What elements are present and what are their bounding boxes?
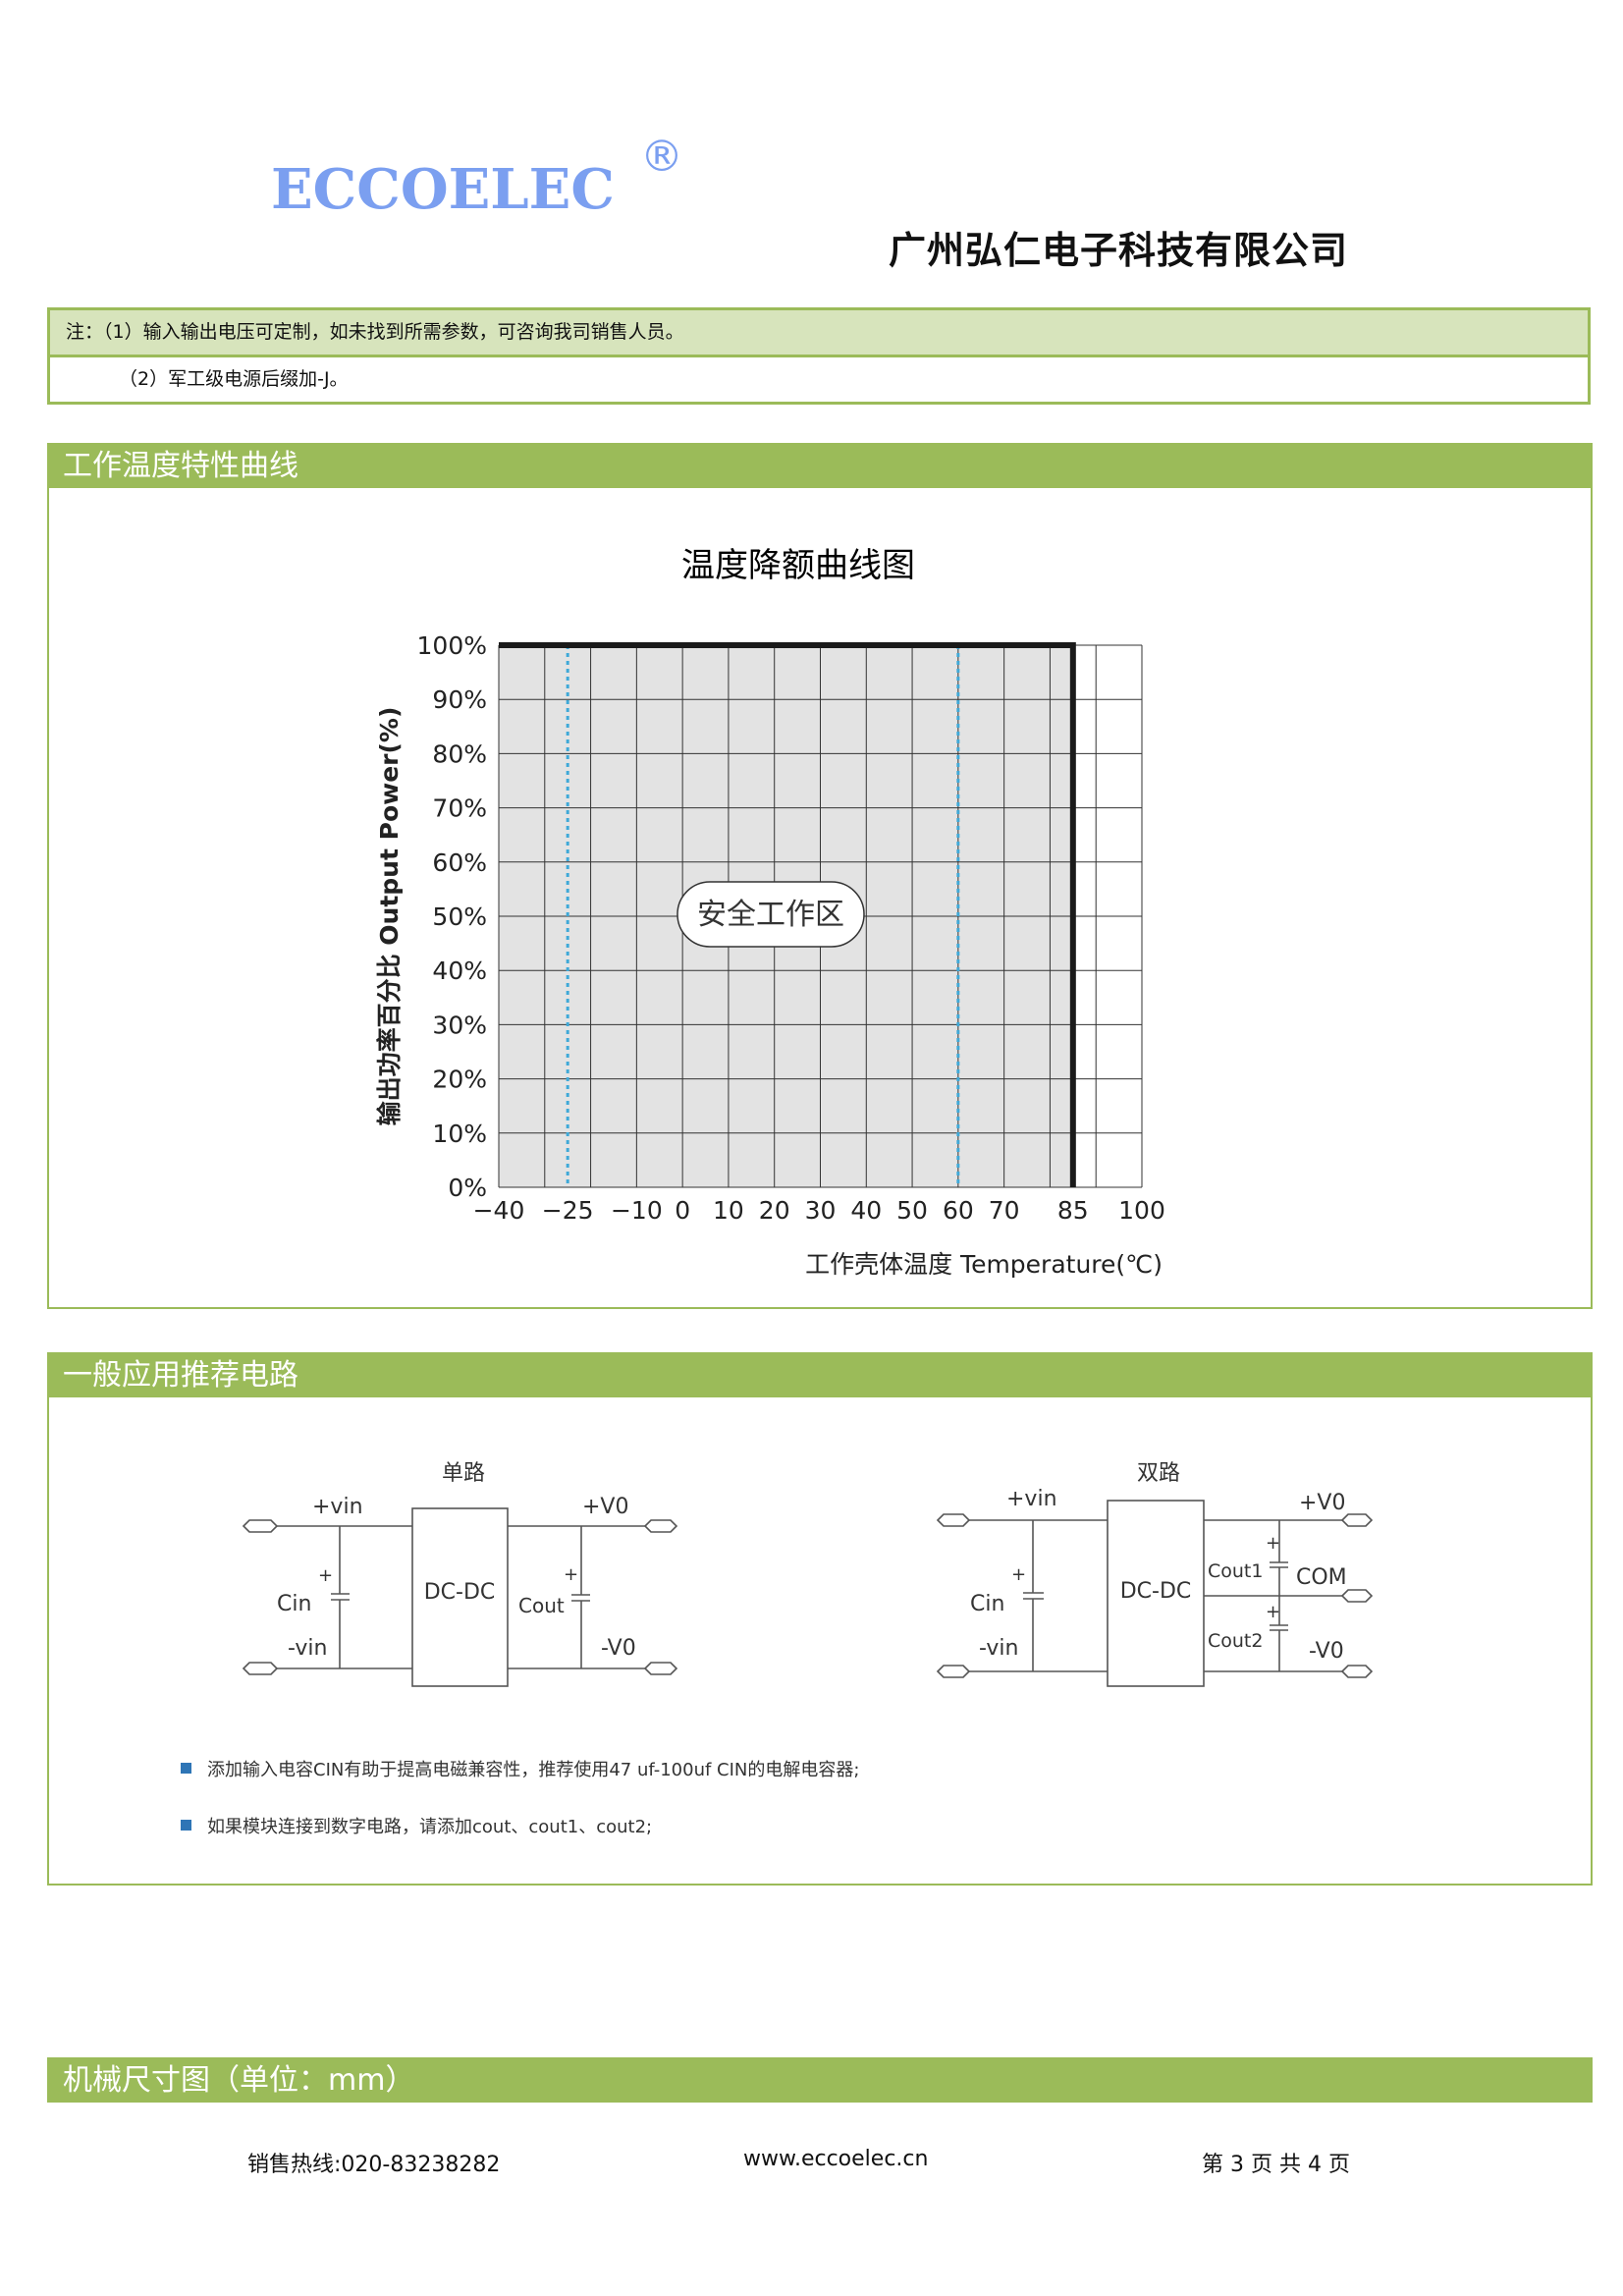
terminal-icon	[936, 1665, 971, 1678]
dual-circuit-wires	[936, 1500, 1374, 1687]
y-tick-label: 50%	[432, 902, 487, 931]
label-minus-vo: -V0	[1309, 1639, 1344, 1664]
label-com: COM	[1296, 1565, 1347, 1590]
label-plus-vin: +vin	[312, 1495, 363, 1519]
terminal-icon	[1340, 1589, 1374, 1603]
x-axis-label: 工作壳体温度 Temperature(℃)	[805, 1250, 1163, 1279]
terminal-icon	[242, 1662, 279, 1675]
label-dcdc: DC-DC	[1120, 1579, 1192, 1604]
registered-mark: ®	[640, 132, 683, 182]
footer-hotline: 销售热线:020-83238282	[247, 2153, 501, 2177]
logo: ECCOELEC	[271, 157, 615, 222]
section-title-temp-curve: 工作温度特性曲线	[47, 443, 1593, 488]
terminal-icon	[643, 1519, 678, 1533]
y-tick-label: 80%	[432, 739, 487, 768]
label-cin: Cin	[277, 1592, 311, 1616]
dual-title: 双路	[1137, 1461, 1180, 1486]
y-tick-label: 30%	[432, 1011, 487, 1039]
label-plus-vo: +V0	[1299, 1491, 1345, 1515]
label-plus: +	[1266, 1602, 1280, 1622]
label-minus-vin: -vin	[979, 1636, 1018, 1661]
footer-website[interactable]: www.eccoelec.cn	[743, 2147, 929, 2171]
y-tick-label: 20%	[432, 1066, 487, 1094]
x-tick-label: −25	[542, 1196, 594, 1225]
x-tick-label: 10	[713, 1196, 744, 1225]
section-title-mechanical: 机械尺寸图（单位：mm）	[47, 2057, 1593, 2103]
x-tick-label: −40	[473, 1196, 525, 1225]
dcdc-box	[1107, 1500, 1205, 1687]
label-plus: +	[564, 1564, 578, 1585]
note-line-1: 注：（1）输入输出电压可定制，如未找到所需参数，可咨询我司销售人员。	[50, 310, 1588, 357]
label-plus: +	[1011, 1564, 1026, 1585]
derating-chart: 温度降额曲线图 0%10%20%30%40%50%60%70%80%90%100…	[375, 546, 1165, 1279]
x-tick-label: 70	[989, 1196, 1020, 1225]
label-plus: +	[318, 1565, 333, 1586]
circuit-diagrams: 单路 +vin -vin Cin + DC-DC Cout + +V0 -V0 …	[242, 1461, 1374, 1687]
x-tick-label: 50	[896, 1196, 928, 1225]
label-cin: Cin	[970, 1592, 1004, 1616]
company-name: 广州弘仁电子科技有限公司	[889, 229, 1349, 272]
terminal-icon	[1340, 1665, 1374, 1678]
label-dcdc: DC-DC	[424, 1580, 496, 1605]
safe-zone-label: 安全工作区	[697, 898, 844, 932]
label-cout: Cout	[518, 1594, 565, 1617]
x-tick-label: 100	[1118, 1196, 1165, 1225]
y-tick-label: 90%	[432, 685, 487, 714]
x-tick-label: 85	[1057, 1196, 1089, 1225]
y-tick-label: 40%	[432, 957, 487, 985]
x-tick-label: 0	[675, 1196, 690, 1225]
label-plus-vo: +V0	[582, 1495, 628, 1519]
derating-curve	[499, 642, 1076, 1187]
y-tick-label: 100%	[417, 631, 487, 660]
single-title: 单路	[442, 1461, 485, 1486]
dcdc-box	[411, 1507, 509, 1687]
terminal-icon	[643, 1662, 678, 1675]
y-tick-label: 70%	[432, 794, 487, 823]
note-line-2: （2）军工级电源后缀加-J。	[119, 368, 349, 390]
notes-table: 注：（1）输入输出电压可定制，如未找到所需参数，可咨询我司销售人员。 （2）军工…	[47, 307, 1591, 405]
label-minus-vin: -vin	[288, 1636, 327, 1661]
x-tick-label: 60	[943, 1196, 974, 1225]
y-tick-label: 0%	[448, 1174, 487, 1202]
x-tick-label: 30	[805, 1196, 837, 1225]
x-tick-label: −10	[611, 1196, 663, 1225]
label-minus-vo: -V0	[601, 1636, 636, 1661]
safe-zone-badge	[676, 881, 865, 948]
label-plus: +	[1266, 1533, 1280, 1554]
section-title-circuit: 一般应用推荐电路	[47, 1352, 1593, 1397]
bullet-icon	[181, 1820, 191, 1831]
bullet-text-1: 添加输入电容CIN有助于提高电磁兼容性，推荐使用47 uf-100uf CIN的…	[207, 1760, 860, 1780]
footer-page-number: 第 3 页 共 4 页	[1202, 2153, 1350, 2177]
terminal-icon	[936, 1513, 971, 1527]
label-cout2: Cout2	[1208, 1630, 1263, 1652]
y-tick-label: 60%	[432, 848, 487, 877]
terminal-icon	[242, 1519, 279, 1533]
label-plus-vin: +vin	[1006, 1487, 1057, 1511]
terminal-icon	[1340, 1513, 1374, 1527]
x-tick-label: 20	[759, 1196, 790, 1225]
bullet-text-2: 如果模块连接到数字电路，请添加cout、cout1、cout2;	[207, 1817, 653, 1837]
bullet-icon	[181, 1763, 191, 1774]
y-tick-label: 10%	[432, 1120, 487, 1148]
label-cout1: Cout1	[1208, 1560, 1263, 1582]
x-tick-label: 40	[850, 1196, 882, 1225]
single-circuit-wires	[242, 1507, 678, 1687]
y-axis-label: 输出功率百分比 Output Power(%)	[375, 707, 404, 1126]
chart-title: 温度降额曲线图	[681, 546, 915, 585]
